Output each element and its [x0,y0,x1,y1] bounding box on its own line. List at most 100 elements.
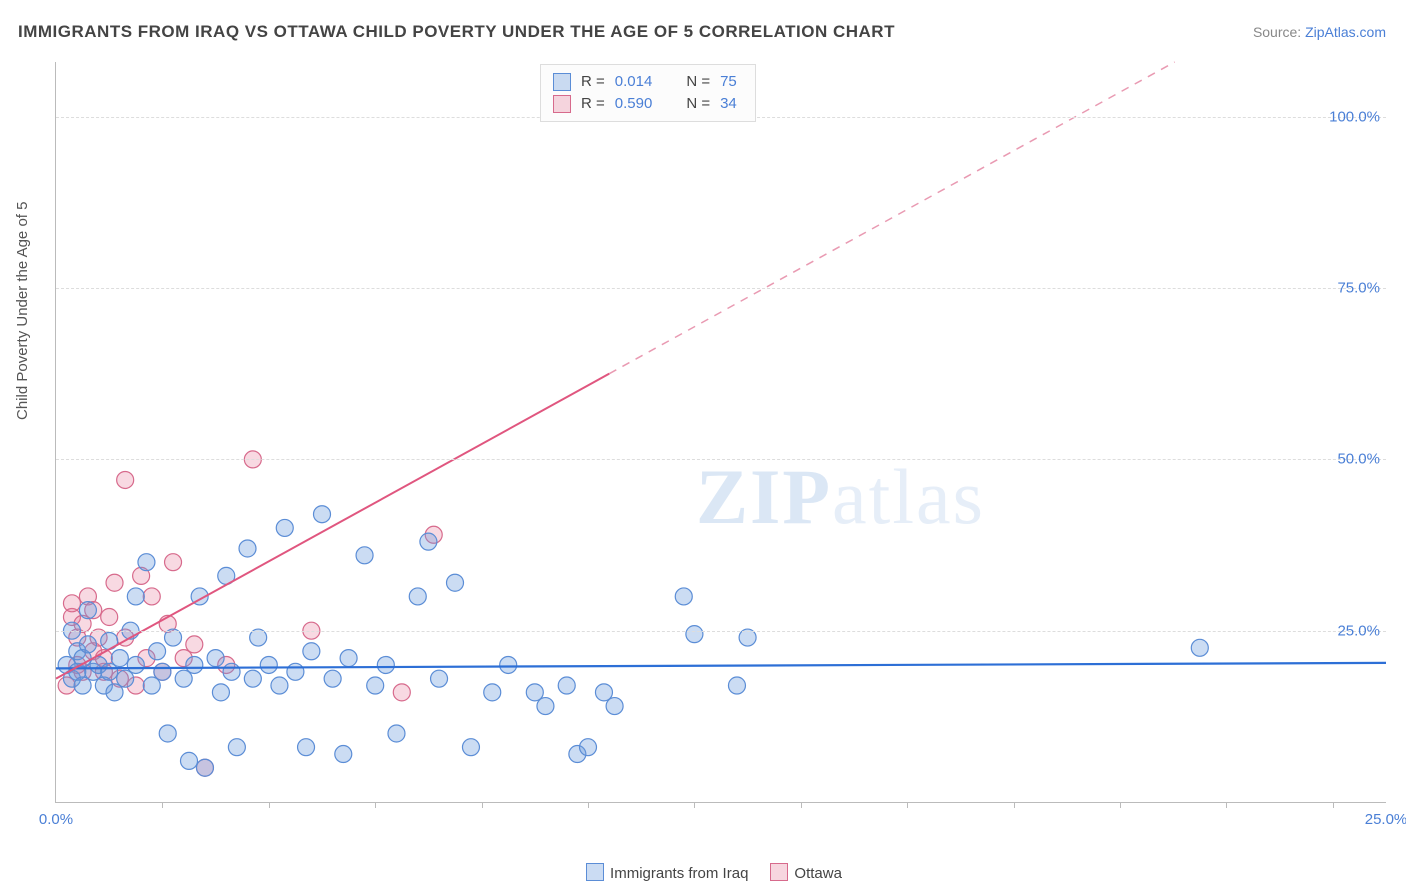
x-tick-label: 25.0% [1365,811,1406,828]
x-tick-label: 0.0% [39,811,73,828]
chart-plot-area: ZIPatlas 25.0%50.0%75.0%100.0%0.0%25.0% [55,62,1386,803]
data-point [298,739,315,756]
data-point [223,663,240,680]
data-point [409,588,426,605]
data-point [728,677,745,694]
data-point [79,636,96,653]
data-point [79,602,96,619]
data-point [101,609,118,626]
y-tick-label: 100.0% [1329,108,1380,125]
data-point [537,698,554,715]
data-point [117,471,134,488]
data-point [127,588,144,605]
data-point [260,656,277,673]
data-point [686,626,703,643]
x-minor-tick [162,802,163,808]
legend-stat-row: R = 0.590 N = 34 [553,93,737,115]
data-point [314,506,331,523]
n-label: N = [686,71,710,93]
r-value: 0.014 [615,71,653,93]
scatter-svg [56,62,1386,802]
source-link[interactable]: ZipAtlas.com [1305,24,1386,40]
y-axis-label: Child Poverty Under the Age of 5 [14,202,31,420]
data-point [367,677,384,694]
data-point [580,739,597,756]
data-point [63,595,80,612]
grid-line [56,459,1386,460]
legend-swatch [770,863,788,881]
y-tick-label: 75.0% [1337,280,1380,297]
data-point [447,574,464,591]
data-point [356,547,373,564]
data-point [143,588,160,605]
legend-swatch [586,863,604,881]
r-label: R = [581,71,605,93]
data-point [1191,639,1208,656]
data-point [393,684,410,701]
data-point [558,677,575,694]
legend-series: Immigrants from Iraq Ottawa [0,863,1406,882]
data-point [239,540,256,557]
grid-line [56,631,1386,632]
data-point [335,746,352,763]
x-minor-tick [907,802,908,808]
x-minor-tick [694,802,695,808]
data-point [127,656,144,673]
data-point [138,554,155,571]
y-tick-label: 25.0% [1337,622,1380,639]
data-point [186,656,203,673]
legend-series-label: Immigrants from Iraq [610,865,748,882]
data-point [212,684,229,701]
x-minor-tick [375,802,376,808]
legend-stats: R = 0.014N = 75R = 0.590N = 34 [540,64,756,122]
data-point [500,656,517,673]
x-minor-tick [1014,802,1015,808]
data-point [165,554,182,571]
data-point [207,650,224,667]
data-point [388,725,405,742]
n-value: 34 [720,93,737,115]
legend-swatch [553,95,571,113]
trend-line [56,374,609,679]
data-point [287,663,304,680]
data-point [675,588,692,605]
legend-swatch [553,73,571,91]
n-label: N = [686,93,710,115]
grid-line [56,288,1386,289]
data-point [149,643,166,660]
data-point [420,533,437,550]
r-value: 0.590 [615,93,653,115]
x-minor-tick [269,802,270,808]
data-point [228,739,245,756]
data-point [181,752,198,769]
data-point [484,684,501,701]
data-point [324,670,341,687]
source-attribution: Source: ZipAtlas.com [1253,24,1386,40]
data-point [196,759,213,776]
data-point [303,643,320,660]
data-point [111,650,128,667]
chart-title: IMMIGRANTS FROM IRAQ VS OTTAWA CHILD POV… [18,22,895,42]
y-tick-label: 50.0% [1337,451,1380,468]
legend-series-label: Ottawa [794,865,842,882]
x-minor-tick [1333,802,1334,808]
r-label: R = [581,93,605,115]
trend-line [56,663,1386,668]
data-point [106,574,123,591]
data-point [377,656,394,673]
data-point [276,519,293,536]
legend-stat-row: R = 0.014N = 75 [553,71,737,93]
data-point [271,677,288,694]
data-point [340,650,357,667]
data-point [462,739,479,756]
x-minor-tick [588,802,589,808]
x-minor-tick [1120,802,1121,808]
x-minor-tick [1226,802,1227,808]
x-minor-tick [801,802,802,808]
data-point [159,725,176,742]
source-label: Source: [1253,24,1305,40]
x-minor-tick [482,802,483,808]
data-point [186,636,203,653]
data-point [154,663,171,680]
data-point [606,698,623,715]
